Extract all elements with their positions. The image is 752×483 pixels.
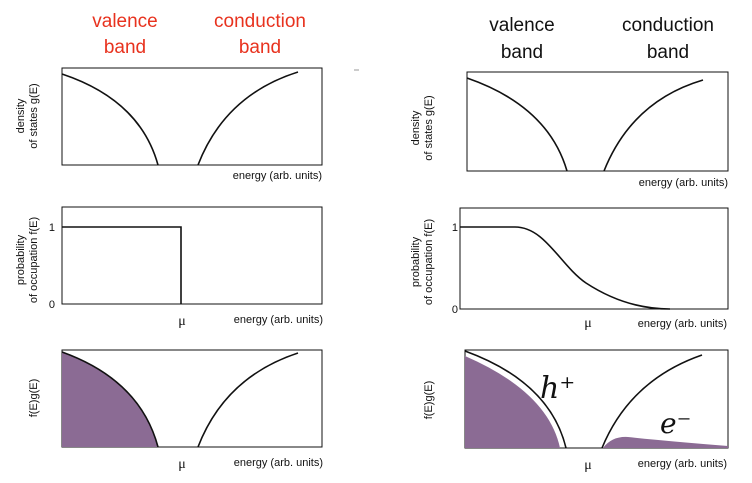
right-dos-frame	[466, 71, 729, 172]
left-dos-ylabel-1: density	[15, 98, 27, 133]
right-prod-mu: μ	[584, 458, 592, 473]
left-valence-header: valence	[92, 11, 158, 32]
left-prod-conduction-curve	[197, 352, 299, 448]
left-prod-mu: μ	[178, 457, 186, 472]
left-prod-valence-fill	[62, 352, 158, 447]
right-dos-xlabel: energy (arb. units)	[639, 177, 728, 189]
left-prod-ylabel: f(E)g(E)	[28, 379, 40, 418]
left-dos-panel: density of states g(E) energy (arb. unit…	[15, 67, 323, 182]
left-prod-xlabel: energy (arb. units)	[234, 457, 323, 469]
right-occ-xlabel: energy (arb. units)	[638, 318, 727, 330]
right-prod-valence-fill	[465, 356, 560, 448]
right-prod-panel: f(E)g(E) μ energy (arb. units) h⁺ e⁻	[423, 349, 729, 473]
right-prod-ylabel: f(E)g(E)	[423, 381, 435, 420]
right-prod-xlabel: energy (arb. units)	[638, 458, 727, 470]
left-dos-conduction-curve	[197, 71, 299, 166]
right-prod-electron-fill	[603, 436, 728, 448]
left-valence-header-2: band	[104, 37, 146, 58]
left-occ-ylabel-1: probability	[15, 234, 27, 285]
left-occ-tick-one: 1	[49, 222, 55, 234]
left-conduction-header: conduction	[214, 11, 306, 32]
hole-label: h⁺	[540, 371, 575, 406]
right-prod-valence-curve	[464, 350, 567, 449]
right-dos-ylabel-2: of states g(E)	[423, 95, 435, 160]
left-dos-valence-curve	[61, 73, 159, 166]
right-conduction-header: conduction	[622, 15, 714, 36]
right-conduction-header-2: band	[647, 42, 689, 63]
left-occ-frame	[61, 206, 323, 305]
left-dos-ylabel-2: of states g(E)	[28, 83, 40, 148]
right-occ-ylabel-2: of occupation f(E)	[423, 219, 435, 305]
left-dos-xlabel: energy (arb. units)	[233, 170, 322, 182]
left-conduction-header-2: band	[239, 37, 281, 58]
right-occ-tick-one: 1	[452, 222, 458, 234]
left-occ-xlabel: energy (arb. units)	[234, 314, 323, 326]
right-occ-ylabel-1: probability	[410, 236, 422, 287]
right-dos-panel: density of states g(E) energy (arb. unit…	[410, 71, 729, 189]
electron-label: e⁻	[660, 407, 691, 440]
left-prod-valence-curve	[61, 351, 159, 448]
right-valence-header: valence	[489, 15, 555, 36]
left-occ-step-curve	[62, 226, 182, 304]
left-occ-tick-zero: 0	[49, 299, 55, 311]
left-prod-panel: f(E)g(E) μ energy (arb. units)	[28, 349, 323, 472]
right-occ-tick-zero: 0	[452, 304, 458, 316]
left-occ-panel: 1 0 probability of occupation f(E) μ ene…	[15, 206, 323, 329]
right-occ-panel: 1 0 probability of occupation f(E) μ ene…	[410, 207, 729, 331]
left-occ-mu: μ	[178, 314, 186, 329]
right-dos-ylabel-1: density	[410, 110, 422, 145]
left-dos-frame	[61, 67, 323, 166]
right-dos-conduction-curve	[603, 79, 704, 172]
left-occ-ylabel-2: of occupation f(E)	[28, 217, 40, 303]
right-dos-valence-curve	[466, 77, 568, 172]
right-prod-conduction-curve	[601, 354, 703, 449]
right-occ-mu: μ	[584, 316, 592, 331]
right-occ-frame	[459, 207, 729, 310]
right-occ-fermi-curve	[460, 226, 671, 310]
right-valence-header-2: band	[501, 42, 543, 63]
